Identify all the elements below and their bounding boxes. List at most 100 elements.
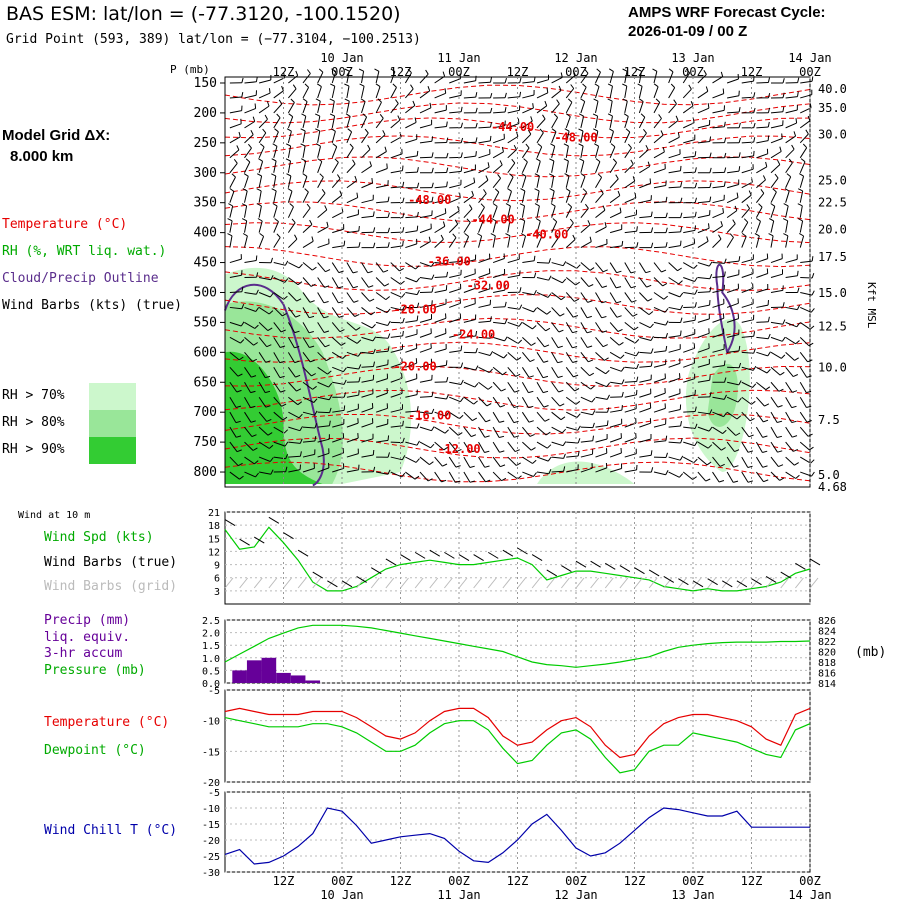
wind-barb	[653, 262, 662, 273]
wind-barb	[726, 210, 738, 219]
wind-barb	[785, 381, 793, 393]
isotherm-label: -24.00	[452, 328, 495, 342]
wind-barb	[492, 258, 505, 264]
wind-barb	[610, 381, 623, 385]
wind-barb	[595, 337, 604, 348]
wind-barb-flag	[709, 286, 712, 292]
wind-barb-flag	[533, 472, 537, 477]
wind-barb-flag	[722, 429, 727, 434]
wind-barb-flag	[416, 302, 420, 308]
wind-barb-flag	[760, 189, 765, 194]
wind-barb	[405, 155, 418, 159]
wind-barb-flag	[756, 217, 761, 222]
wind-barb	[229, 351, 240, 361]
wind-barb-flag	[354, 313, 360, 317]
wind-barb	[551, 237, 559, 248]
wind-barb	[478, 441, 485, 453]
wind-barb-flag	[783, 203, 789, 207]
wind-barb	[273, 190, 277, 203]
wind-barb	[492, 411, 500, 423]
wind-barb	[302, 116, 307, 128]
wind-barb	[521, 426, 531, 437]
wind-barb-flag	[707, 444, 713, 449]
windchill-panel-series-line	[224, 807, 810, 865]
wind-barb	[580, 322, 588, 334]
wind-barb	[478, 366, 490, 374]
wind-barb	[273, 277, 285, 283]
wind-barb	[375, 134, 386, 144]
top-time-tick-label: 12Z	[390, 65, 412, 79]
wind-barb	[668, 153, 681, 159]
wind-barb	[697, 441, 709, 449]
wind-barb	[624, 101, 628, 114]
wind-barb-flag	[294, 360, 300, 364]
wind-barb-flag	[429, 461, 434, 466]
wind-barb	[405, 410, 418, 413]
wind-barb	[624, 277, 632, 289]
height-tick-label: 25.0	[818, 174, 847, 188]
wind-barb	[361, 86, 365, 99]
wind-barb	[419, 124, 432, 129]
wind-barb	[258, 132, 267, 144]
wind-barb-flag	[783, 233, 789, 237]
wind-barb-flag	[282, 416, 288, 421]
wind-barb-flag	[722, 88, 725, 94]
wind-barb	[595, 366, 606, 375]
wind-barb-flag	[240, 339, 245, 344]
wind-barb-flag	[316, 83, 322, 88]
wind-barb	[317, 337, 326, 348]
wind-barb-flag	[764, 403, 770, 407]
grid-wind-barb	[634, 577, 643, 589]
wind-barb	[609, 468, 622, 473]
wind-barb-flag	[558, 389, 564, 393]
wind-barb	[229, 220, 233, 233]
bottom-time-tick-label: 12Z	[273, 874, 295, 888]
wind-barb	[463, 182, 475, 189]
wind-barb	[331, 178, 341, 189]
wind-barb	[331, 101, 335, 113]
wind-barb-flag	[227, 233, 233, 237]
wind-barb-flag	[268, 444, 274, 449]
wind-barb-flag	[792, 435, 798, 438]
wind-barb	[580, 73, 589, 84]
wind-barb-flag	[799, 232, 804, 237]
wind-barb	[449, 318, 461, 323]
wind-barb-flag	[636, 363, 639, 369]
top-time-tick-label: 12Z	[741, 65, 763, 79]
wind-barb-flag	[782, 92, 785, 98]
wind-barb	[697, 277, 710, 280]
wind-barb	[580, 366, 590, 377]
pressure-tick-label: 600	[194, 345, 217, 360]
wind-barb-flag	[347, 128, 352, 133]
wind-barb	[449, 184, 462, 189]
wind-barb	[683, 378, 695, 383]
true-wind-barb	[517, 547, 528, 555]
wind-barb	[244, 81, 257, 84]
wind-barb-flag	[793, 448, 798, 452]
wind-barb	[448, 471, 456, 483]
wind-barb-flag	[590, 385, 595, 390]
wind-barb	[419, 379, 432, 383]
wind-barb	[229, 291, 242, 293]
wind-barb-flag	[578, 143, 584, 147]
wind-barb-flag	[593, 98, 599, 102]
wind-barb	[244, 108, 256, 114]
wind-barb	[244, 382, 252, 393]
wind-barb-flag	[527, 129, 532, 135]
wind-barb	[375, 378, 388, 383]
wind-barb	[697, 74, 707, 84]
wind-barb-flag	[643, 128, 647, 134]
wind-barb	[229, 274, 242, 279]
wind-barb	[536, 426, 547, 436]
wind-barb-flag	[577, 451, 580, 457]
wind-barb	[229, 366, 239, 377]
wind-barb-flag	[484, 465, 490, 468]
wind-barb	[332, 366, 344, 373]
wind-barb	[755, 471, 764, 482]
wind-barb	[565, 206, 573, 218]
isotherm-label: -48.00	[408, 193, 451, 207]
wind-barb-flag	[597, 173, 602, 178]
wind-barb-flag	[299, 451, 302, 457]
wind-barb	[376, 439, 389, 443]
wind-barb	[405, 471, 416, 480]
